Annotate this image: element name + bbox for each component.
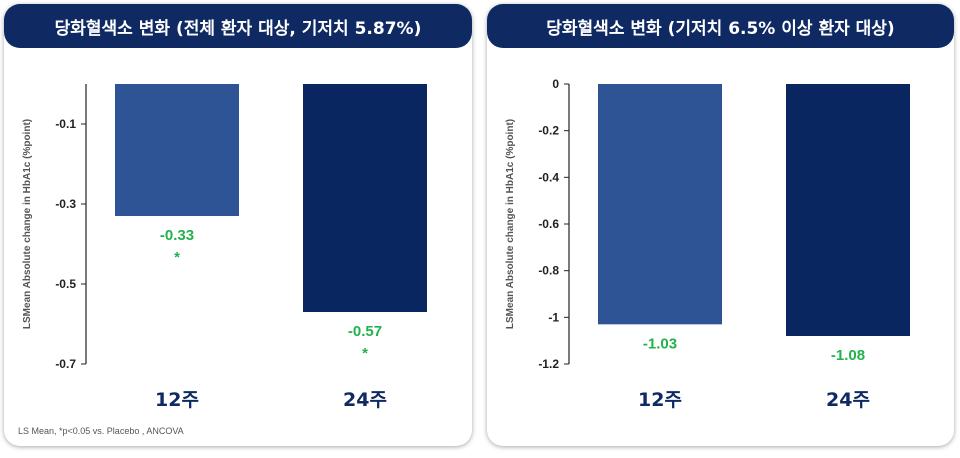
chart-title: 당화혈색소 변화 (전체 환자 대상, 기저치 5.87%) — [4, 4, 472, 48]
category-label: 12주 — [155, 389, 199, 411]
chart-title: 당화혈색소 변화 (기저치 6.5% 이상 환자 대상) — [487, 4, 954, 48]
footnote: LS Mean, *p<0.05 vs. Placebo , ANCOVA — [18, 426, 184, 436]
bar — [598, 84, 722, 325]
y-tick-label: -0.1 — [55, 117, 76, 131]
y-tick-label: -0.4 — [538, 170, 559, 184]
y-tick-label: 0 — [552, 77, 559, 91]
bar — [303, 84, 427, 312]
significance-marker: * — [362, 345, 368, 362]
y-tick-label: -0.2 — [538, 124, 559, 138]
bar — [115, 84, 239, 216]
chart-panel-left: 당화혈색소 변화 (전체 환자 대상, 기저치 5.87%) -0.1 -0.3-… — [4, 4, 472, 446]
category-label: 24주 — [826, 389, 870, 411]
data-label: -0.33 — [160, 227, 194, 244]
chart-panel-right: 당화혈색소 변화 (기저치 6.5% 이상 환자 대상) 0 -0.2 -0.4 -0… — [487, 4, 954, 446]
significance-marker: * — [174, 249, 180, 266]
y-tick-label: -0.3 — [55, 197, 76, 211]
category-label: 24주 — [343, 389, 387, 411]
data-label: -1.03 — [643, 335, 677, 352]
y-tick-label: -0.7 — [55, 357, 76, 371]
y-tick-label: -1 — [548, 310, 559, 324]
category-label: 12주 — [638, 389, 682, 411]
data-label: -1.08 — [831, 347, 865, 364]
y-tick-label: -0.5 — [55, 277, 76, 291]
y-axis-label: LSMean Absolute change in HbA1c (%point) — [22, 119, 33, 329]
y-tick-label: -0.6 — [538, 217, 559, 231]
data-label: -0.57 — [348, 323, 382, 340]
y-tick-label: -1.2 — [538, 357, 559, 371]
y-axis-label: LSMean Absolute change in HbA1c (%point) — [505, 119, 516, 329]
bar — [786, 84, 910, 336]
bar-chart-right: 0 -0.2 -0.4 -0.6 -0.8 -1 -1.2 LSMean Absolute c… — [505, 77, 910, 411]
y-tick-label: -0.8 — [538, 264, 559, 278]
bar-chart-left: -0.1 -0.3 -0.5 -0.7 LSMean Absolute change i… — [22, 84, 427, 411]
